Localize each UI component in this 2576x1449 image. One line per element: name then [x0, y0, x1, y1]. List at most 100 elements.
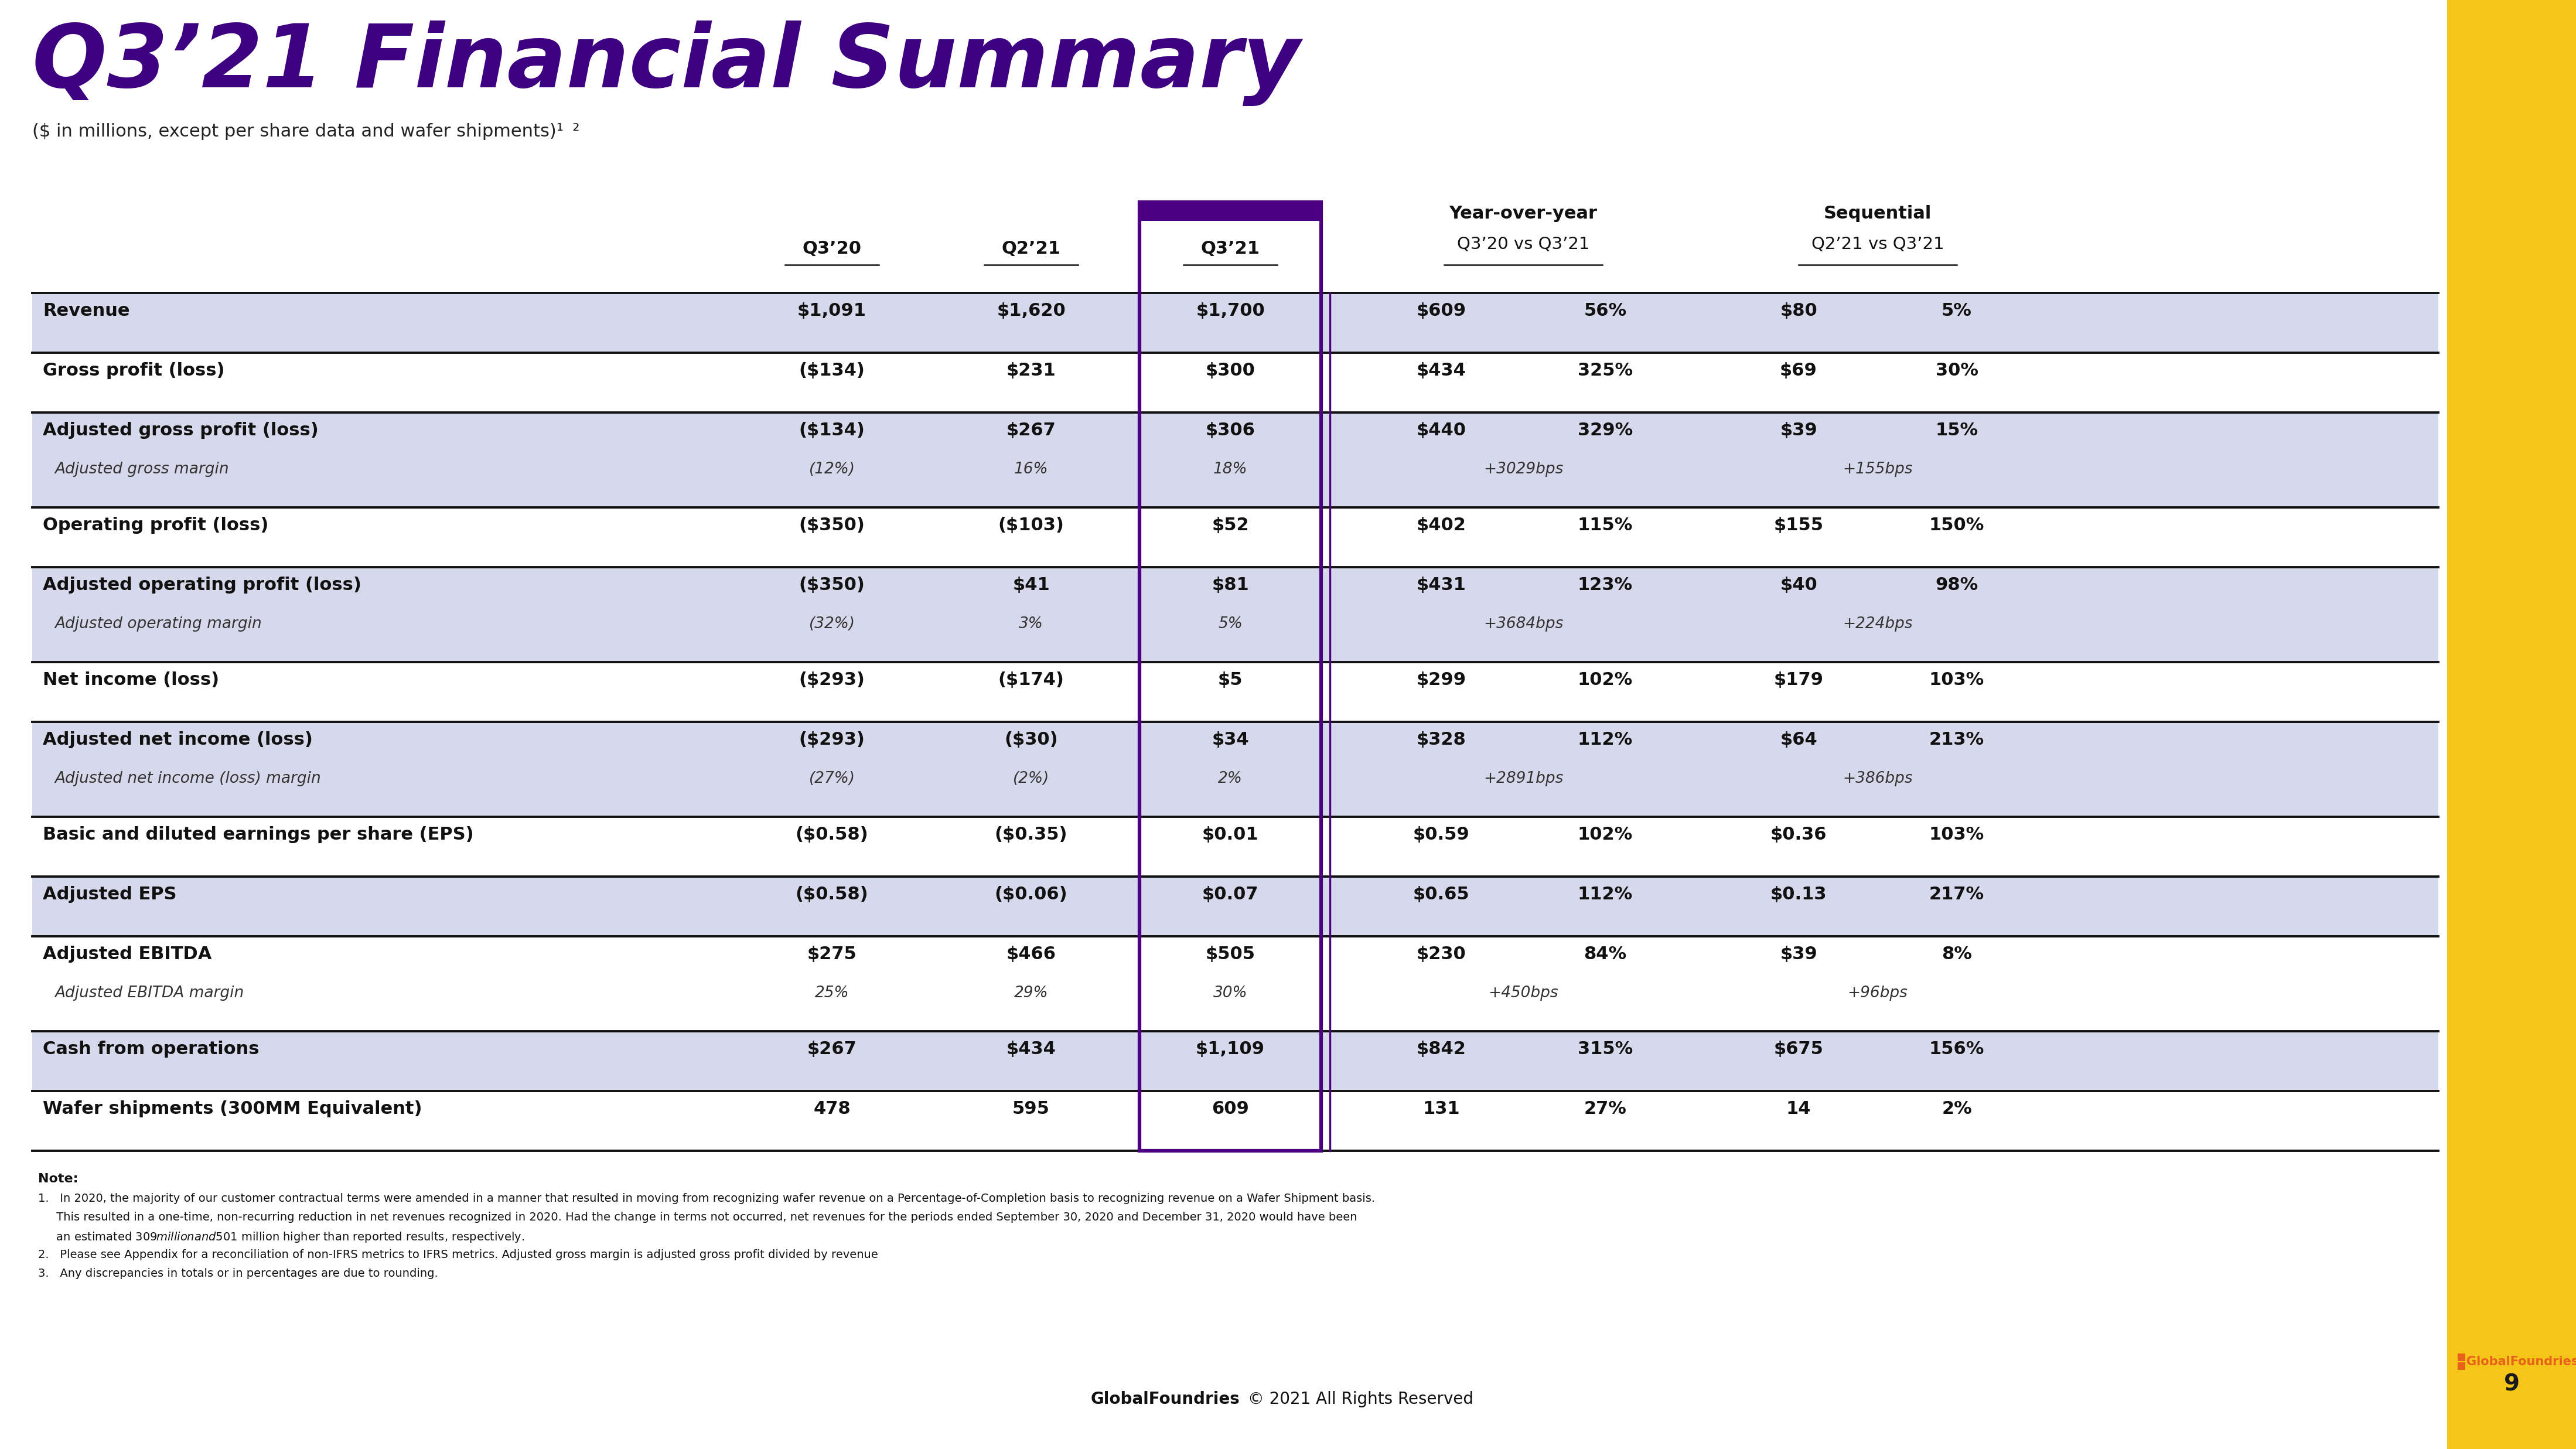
Text: (27%): (27%) — [809, 771, 855, 787]
Text: Revenue: Revenue — [44, 303, 129, 319]
Text: 325%: 325% — [1577, 362, 1633, 380]
Text: $179: $179 — [1775, 671, 1824, 688]
Text: 84%: 84% — [1584, 946, 1625, 962]
Text: +96bps: +96bps — [1847, 985, 1909, 1001]
Text: $434: $434 — [1007, 1040, 1056, 1058]
Text: Q3’21: Q3’21 — [1200, 241, 1260, 258]
Text: 102%: 102% — [1577, 826, 1633, 843]
Text: $402: $402 — [1417, 517, 1466, 533]
Text: ($ in millions, except per share data and wafer shipments)¹ ²: ($ in millions, except per share data an… — [33, 123, 580, 141]
Bar — [33, 722, 2439, 817]
Bar — [2447, 0, 2576, 1449]
Text: 1.   In 2020, the majority of our customer contractual terms were amended in a m: 1. In 2020, the majority of our customer… — [39, 1193, 1376, 1204]
Text: $505: $505 — [1206, 946, 1255, 962]
Text: 131: 131 — [1422, 1100, 1461, 1117]
Text: GlobalFoundries: GlobalFoundries — [2468, 1356, 2576, 1368]
Text: $52: $52 — [1211, 517, 1249, 533]
Text: Q3’20 vs Q3’21: Q3’20 vs Q3’21 — [1458, 236, 1589, 252]
Bar — [33, 413, 2439, 507]
Text: $34: $34 — [1211, 732, 1249, 748]
Text: ($174): ($174) — [997, 671, 1064, 688]
Text: 5%: 5% — [1942, 303, 1973, 319]
Text: (12%): (12%) — [809, 462, 855, 477]
Text: 315%: 315% — [1577, 1040, 1633, 1058]
Text: (2%): (2%) — [1012, 771, 1048, 787]
Text: $0.13: $0.13 — [1770, 885, 1826, 903]
Text: an estimated $309 million and $501 million higher than reported results, respect: an estimated $309 million and $501 milli… — [39, 1230, 526, 1243]
Text: $80: $80 — [1780, 303, 1816, 319]
Text: This resulted in a one-time, non-recurring reduction in net revenues recognized : This resulted in a one-time, non-recurri… — [39, 1211, 1358, 1223]
Text: $1,620: $1,620 — [997, 303, 1066, 319]
Text: $431: $431 — [1417, 577, 1466, 594]
Text: GlobalFoundries: GlobalFoundries — [1090, 1391, 1239, 1407]
Text: $275: $275 — [806, 946, 858, 962]
Bar — [33, 1032, 2439, 1091]
Text: Adjusted gross profit (loss): Adjusted gross profit (loss) — [44, 422, 319, 439]
Text: $39: $39 — [1780, 422, 1816, 439]
Text: +224bps: +224bps — [1842, 616, 1914, 632]
Text: Q3’20: Q3’20 — [801, 241, 860, 258]
Text: +386bps: +386bps — [1842, 771, 1914, 787]
Bar — [33, 936, 2439, 1032]
Text: $5: $5 — [1218, 671, 1242, 688]
Text: 478: 478 — [814, 1100, 850, 1117]
Text: 115%: 115% — [1577, 517, 1633, 533]
Text: +155bps: +155bps — [1842, 462, 1914, 477]
Text: $609: $609 — [1417, 303, 1466, 319]
Bar — [33, 567, 2439, 662]
Text: 2%: 2% — [1942, 1100, 1971, 1117]
Text: Note:: Note: — [39, 1174, 77, 1185]
Text: $230: $230 — [1417, 946, 1466, 962]
Text: 123%: 123% — [1577, 577, 1633, 594]
Text: $300: $300 — [1206, 362, 1255, 380]
Text: $40: $40 — [1780, 577, 1816, 594]
Text: Adjusted EBITDA margin: Adjusted EBITDA margin — [54, 985, 245, 1001]
Text: $466: $466 — [1007, 946, 1056, 962]
Text: +450bps: +450bps — [1489, 985, 1558, 1001]
Text: $0.36: $0.36 — [1770, 826, 1826, 843]
Text: Adjusted EPS: Adjusted EPS — [44, 885, 178, 903]
Bar — [1139, 203, 1321, 220]
Text: $0.07: $0.07 — [1203, 885, 1260, 903]
Text: Adjusted net income (loss): Adjusted net income (loss) — [44, 732, 312, 748]
Bar — [2458, 1353, 2465, 1361]
Text: Operating profit (loss): Operating profit (loss) — [44, 517, 268, 533]
Text: $267: $267 — [806, 1040, 858, 1058]
Text: Q3’21 Financial Summary: Q3’21 Financial Summary — [33, 20, 1301, 106]
Text: 29%: 29% — [1015, 985, 1048, 1001]
Text: 15%: 15% — [1935, 422, 1978, 439]
Text: ($0.35): ($0.35) — [994, 826, 1066, 843]
Text: Adjusted gross margin: Adjusted gross margin — [54, 462, 229, 477]
Text: Sequential: Sequential — [1824, 206, 1932, 222]
Bar — [33, 293, 2439, 352]
Text: 112%: 112% — [1577, 732, 1633, 748]
Text: 150%: 150% — [1929, 517, 1984, 533]
Text: ($103): ($103) — [997, 517, 1064, 533]
Text: 102%: 102% — [1577, 671, 1633, 688]
Text: ($134): ($134) — [799, 422, 866, 439]
Text: 9: 9 — [2504, 1374, 2519, 1395]
Text: $440: $440 — [1417, 422, 1466, 439]
Text: $39: $39 — [1780, 946, 1816, 962]
Text: Year-over-year: Year-over-year — [1450, 206, 1597, 222]
Text: Adjusted net income (loss) margin: Adjusted net income (loss) margin — [54, 771, 322, 787]
Text: $0.59: $0.59 — [1412, 826, 1468, 843]
Text: $675: $675 — [1775, 1040, 1824, 1058]
Bar — [33, 877, 2439, 936]
Text: $306: $306 — [1206, 422, 1255, 439]
Text: 25%: 25% — [814, 985, 850, 1001]
Text: 156%: 156% — [1929, 1040, 1984, 1058]
Text: $1,091: $1,091 — [799, 303, 866, 319]
Text: 112%: 112% — [1577, 885, 1633, 903]
Text: 5%: 5% — [1218, 616, 1242, 632]
Text: Net income (loss): Net income (loss) — [44, 671, 219, 688]
Text: Q2’21 vs Q3’21: Q2’21 vs Q3’21 — [1811, 236, 1945, 252]
Text: 3%: 3% — [1020, 616, 1043, 632]
Text: Gross profit (loss): Gross profit (loss) — [44, 362, 224, 380]
Text: ($0.58): ($0.58) — [796, 826, 868, 843]
Text: 217%: 217% — [1929, 885, 1984, 903]
Text: ($134): ($134) — [799, 362, 866, 380]
Text: ($350): ($350) — [799, 577, 866, 594]
Bar — [1139, 203, 1321, 1151]
Text: 609: 609 — [1211, 1100, 1249, 1117]
